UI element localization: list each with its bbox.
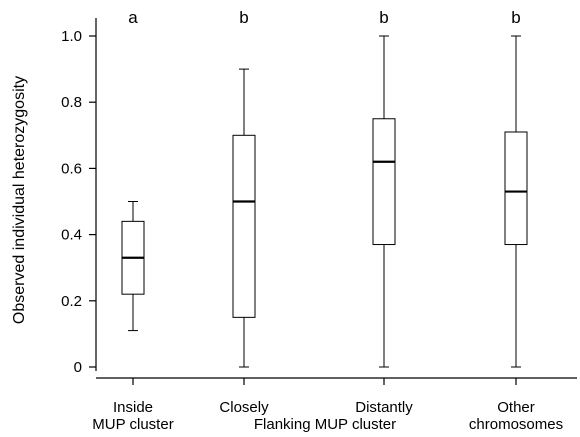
y-tick-label: 1.0	[61, 28, 82, 45]
x-tick-label: Distantly	[355, 399, 413, 416]
x-tick-label: Inside	[113, 399, 153, 416]
box-2: b	[232, 8, 256, 368]
box-1: a	[121, 8, 145, 332]
iqr-box	[372, 118, 396, 246]
x-tick-label: chromosomes	[469, 416, 563, 433]
group-label: Flanking MUP cluster	[254, 416, 396, 433]
iqr-box	[504, 131, 528, 246]
box-4: b	[504, 8, 528, 368]
significance-letter: b	[379, 8, 388, 27]
significance-letter: b	[511, 8, 520, 27]
iqr-box	[232, 134, 256, 318]
y-tick-label: 0.2	[61, 293, 82, 310]
significance-letter: a	[128, 8, 138, 27]
y-axis-label: Observed individual heterozygosity	[11, 76, 28, 324]
y-tick-label: 0.4	[61, 227, 82, 244]
x-tick-label: MUP cluster	[92, 416, 173, 433]
y-tick-label: 0	[74, 359, 82, 376]
x-tick-label: Closely	[219, 399, 269, 416]
y-tick-label: 0.8	[61, 94, 82, 111]
x-tick-label: Other	[497, 399, 535, 416]
significance-letter: b	[239, 8, 248, 27]
y-tick-label: 0.6	[61, 160, 82, 177]
y-axis: 0 0.2 0.4 0.6 0.8 1.0	[61, 18, 97, 376]
box-3: b	[372, 8, 396, 368]
